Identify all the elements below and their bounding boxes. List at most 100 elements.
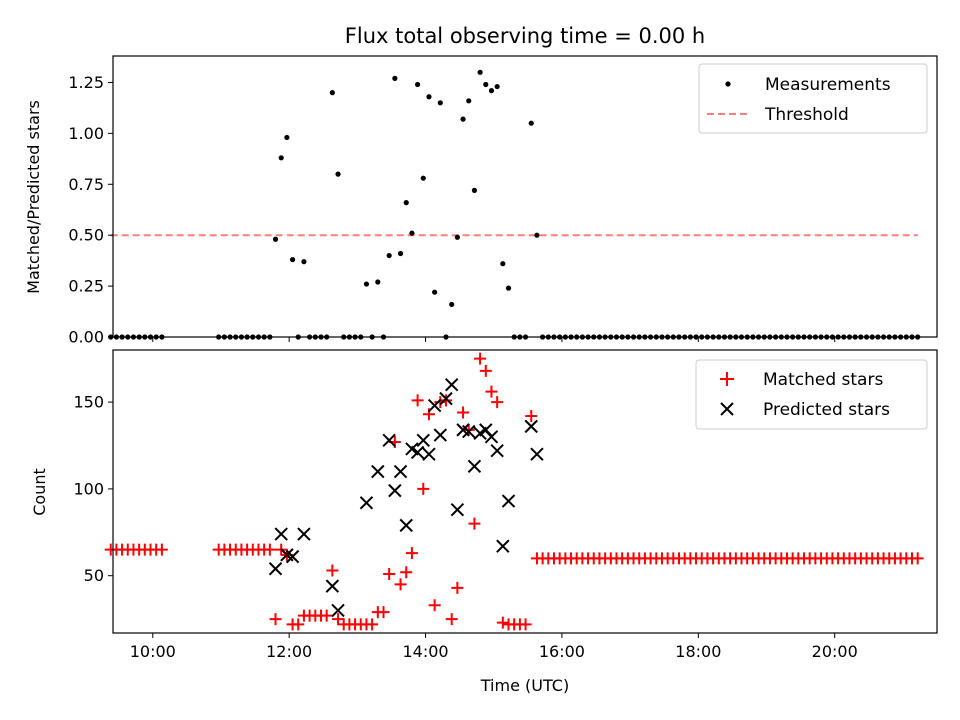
bottom-y-tick-label: 150 <box>73 393 104 412</box>
measurement-point <box>460 116 466 122</box>
predicted-star-point <box>433 428 448 442</box>
measurement-point <box>471 187 478 193</box>
bottom-axes-frame <box>112 349 938 634</box>
matched-star-point <box>428 599 441 612</box>
predicted-star-point <box>467 459 482 474</box>
measurement-point <box>437 100 443 106</box>
x-tick-label: 10:00 <box>130 642 176 661</box>
x-tick-label: 18:00 <box>675 642 721 661</box>
predicted-star-point <box>331 603 345 618</box>
x-tick-label: 14:00 <box>402 642 448 661</box>
measurement-point <box>420 175 426 181</box>
matched-star-point <box>525 409 538 422</box>
predicted-star-point <box>439 391 453 406</box>
matched-star-point <box>400 566 413 579</box>
measurement-point <box>528 120 534 126</box>
measurement-point <box>272 236 279 242</box>
measurement-point <box>301 259 307 265</box>
matched-star-point <box>394 578 407 591</box>
measurement-point <box>449 301 455 308</box>
top-legend: Measurements Threshold <box>698 63 928 134</box>
predicted-star-point <box>393 464 408 479</box>
top-y-tick-label: 0.25 <box>68 277 104 296</box>
predicted-star-point <box>399 518 413 533</box>
predicted-star-point <box>268 562 283 576</box>
predicted-star-point <box>462 424 476 439</box>
top-y-tick-label: 0.75 <box>68 175 104 194</box>
matched-star-point <box>462 423 475 436</box>
predicted-star-point <box>484 430 499 444</box>
top-panel: 0.00 0.25 0.50 0.75 1.00 1.25 Matched/Predict… <box>24 55 938 347</box>
legend-threshold-label: Threshold <box>764 105 849 125</box>
measurement-point <box>289 257 296 263</box>
measurement-point <box>329 90 335 96</box>
top-y-tick-label: 1.25 <box>68 73 104 92</box>
top-y-tick-label: 0.00 <box>68 328 104 347</box>
matched-star-point <box>366 618 379 631</box>
predicted-star-point <box>416 433 430 447</box>
measurement-point <box>409 230 415 236</box>
bottom-y-tick-label: 100 <box>73 479 104 498</box>
matched-star-point <box>479 364 492 377</box>
measurement-point <box>335 171 341 177</box>
predicted-star-point <box>285 549 300 564</box>
matched-star-point <box>911 552 924 565</box>
top-y-axis-label: Matched/Predicted stars <box>24 100 43 294</box>
matched-star-point <box>445 613 458 626</box>
x-axis-label: Time (UTC) <box>480 676 569 695</box>
measurement-point <box>432 289 438 295</box>
matched-star-point <box>519 618 532 631</box>
matched-star-point <box>491 396 504 409</box>
x-tick-label: 16:00 <box>539 642 585 661</box>
predicted-star-point <box>530 447 544 461</box>
predicted-star-point <box>371 464 385 479</box>
measurement-point <box>466 98 472 104</box>
measurement-point <box>534 232 540 238</box>
predicted-star-point <box>427 398 442 413</box>
matched-star-point <box>405 547 418 560</box>
matched-star-point <box>320 609 333 622</box>
matched-star-point <box>269 613 282 626</box>
legend-matched-marker <box>720 372 734 386</box>
matched-star-point <box>326 564 339 577</box>
predicted-star-point <box>388 483 402 498</box>
top-x-ticks <box>152 337 836 342</box>
predicted-star-point <box>325 579 340 593</box>
bottom-y-axis-label: Count <box>30 468 49 516</box>
matched-star-point <box>155 543 168 556</box>
measurement-point <box>392 75 398 81</box>
predicted-star-point <box>410 445 425 460</box>
top-y-tick-label: 0.50 <box>68 226 104 245</box>
measurement-point <box>397 250 404 257</box>
matched-star-point <box>496 616 509 629</box>
legend-measurements-label: Measurements <box>765 75 891 95</box>
legend-matched-label: Matched stars <box>763 370 883 390</box>
matched-star-point <box>451 581 464 594</box>
top-y-tick-label: 1.00 <box>68 124 104 143</box>
legend-predicted-marker <box>720 402 734 416</box>
top-legend-box <box>698 63 928 134</box>
legend-measurements-marker <box>725 81 731 87</box>
legend-predicted-label: Predicted stars <box>763 400 890 420</box>
matched-star-point <box>457 406 470 419</box>
predicted-star-point <box>359 496 374 510</box>
measurement-point <box>494 83 500 90</box>
x-tick-label: 20:00 <box>812 642 858 661</box>
bottom-plot-area <box>104 352 924 631</box>
measurement-point <box>278 155 284 161</box>
predicted-star-point <box>501 494 516 508</box>
predicted-star-point <box>524 419 538 434</box>
matched-star-point <box>332 613 345 626</box>
measurement-point <box>363 281 370 287</box>
predicted-star-point <box>382 433 396 447</box>
predicted-star-point <box>297 527 311 541</box>
bottom-y-ticks: 50 100 150 <box>73 393 113 585</box>
measurement-point <box>477 69 483 75</box>
measurement-point <box>505 285 512 291</box>
predicted-star-point <box>490 443 504 458</box>
matched-star-point <box>383 567 396 580</box>
predicted-star-point <box>444 378 459 392</box>
measurement-point <box>386 252 392 259</box>
